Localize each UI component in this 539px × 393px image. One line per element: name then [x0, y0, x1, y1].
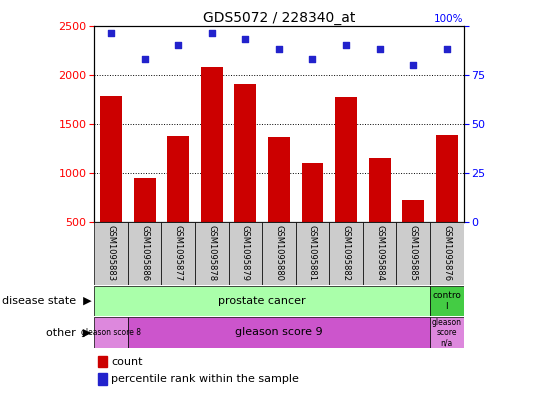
Bar [195, 222, 229, 285]
Text: gleason
score
n/a: gleason score n/a [432, 318, 462, 347]
Bar [296, 222, 329, 285]
Point [342, 42, 350, 48]
Bar [100, 96, 122, 271]
Bar [201, 67, 223, 271]
Bar [229, 222, 262, 285]
Bar [363, 222, 396, 285]
Text: GSM1095878: GSM1095878 [208, 226, 216, 281]
Bar [94, 222, 128, 285]
Bar [262, 222, 296, 285]
Text: contro
l: contro l [432, 291, 461, 311]
Bar [430, 317, 464, 348]
Text: GSM1095885: GSM1095885 [409, 226, 418, 281]
Bar [402, 200, 424, 271]
Bar [167, 136, 189, 271]
Point [208, 30, 216, 37]
Text: GSM1095877: GSM1095877 [174, 226, 183, 281]
Point [275, 46, 284, 52]
Bar [430, 222, 464, 285]
Bar [302, 163, 323, 271]
Bar [436, 134, 458, 271]
Text: other  ▶: other ▶ [46, 327, 92, 338]
Text: 100%: 100% [434, 14, 464, 24]
Text: gleason score 8: gleason score 8 [81, 328, 141, 337]
Bar [162, 222, 195, 285]
Text: GSM1095881: GSM1095881 [308, 226, 317, 281]
Point [241, 36, 250, 42]
Bar [329, 222, 363, 285]
Point [107, 30, 115, 37]
Bar [268, 136, 290, 271]
Bar [335, 97, 357, 271]
Text: GSM1095876: GSM1095876 [443, 226, 451, 281]
Text: prostate cancer: prostate cancer [218, 296, 306, 306]
Text: GSM1095880: GSM1095880 [274, 226, 284, 281]
Bar [98, 356, 107, 367]
Bar [369, 158, 391, 271]
Bar [134, 178, 156, 271]
Bar [396, 222, 430, 285]
Point [375, 46, 384, 52]
Point [443, 46, 451, 52]
Bar [98, 373, 107, 385]
Point [308, 56, 317, 62]
Text: GSM1095884: GSM1095884 [375, 226, 384, 281]
Point [174, 42, 183, 48]
Text: count: count [111, 356, 142, 367]
Text: GSM1095882: GSM1095882 [342, 226, 350, 281]
Text: percentile rank within the sample: percentile rank within the sample [111, 374, 299, 384]
Point [409, 62, 418, 68]
Bar [234, 84, 256, 271]
Point [140, 56, 149, 62]
Text: GSM1095879: GSM1095879 [241, 226, 250, 281]
Bar [128, 222, 162, 285]
Bar [94, 317, 128, 348]
Title: GDS5072 / 228340_at: GDS5072 / 228340_at [203, 11, 355, 24]
Text: gleason score 9: gleason score 9 [235, 327, 323, 338]
Text: disease state  ▶: disease state ▶ [2, 296, 92, 306]
Bar [128, 317, 430, 348]
Text: GSM1095886: GSM1095886 [140, 226, 149, 281]
Bar [430, 286, 464, 316]
Text: GSM1095883: GSM1095883 [107, 226, 115, 281]
